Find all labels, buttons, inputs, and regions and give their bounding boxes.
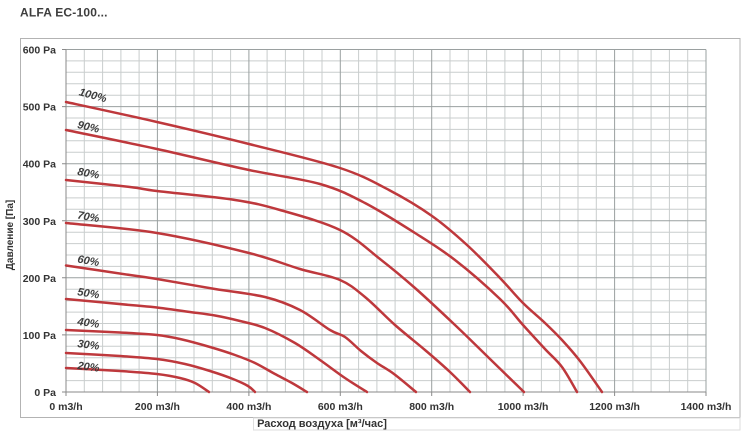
svg-text:200 Pa: 200 Pa — [23, 273, 56, 285]
svg-text:50%: 50% — [77, 286, 101, 301]
svg-text:800 m3/h: 800 m3/h — [409, 401, 454, 413]
svg-text:600 Pa: 600 Pa — [23, 45, 56, 57]
svg-text:ALFA EC-100...: ALFA EC-100... — [20, 6, 108, 20]
svg-text:100 Pa: 100 Pa — [23, 330, 56, 342]
svg-text:20%: 20% — [76, 360, 101, 375]
svg-text:80%: 80% — [76, 166, 100, 182]
svg-text:90%: 90% — [76, 119, 100, 136]
svg-text:400 Pa: 400 Pa — [23, 159, 56, 171]
svg-text:600 m3/h: 600 m3/h — [318, 401, 363, 413]
svg-text:0 Pa: 0 Pa — [34, 387, 56, 399]
svg-text:60%: 60% — [76, 254, 100, 270]
svg-text:1000 m3/h: 1000 m3/h — [498, 401, 549, 413]
svg-text:200 m3/h: 200 m3/h — [135, 401, 180, 413]
svg-text:500 Pa: 500 Pa — [23, 102, 56, 114]
svg-text:Расход воздуха [м³/час]: Расход воздуха [м³/час] — [257, 418, 387, 430]
svg-text:400 m3/h: 400 m3/h — [226, 401, 271, 413]
svg-text:300 Pa: 300 Pa — [23, 216, 56, 228]
svg-text:Давление [Па]: Давление [Па] — [5, 200, 16, 270]
svg-text:1400 m3/h: 1400 m3/h — [681, 401, 732, 413]
svg-text:0 m3/h: 0 m3/h — [49, 401, 82, 413]
svg-text:1200 m3/h: 1200 m3/h — [589, 401, 640, 413]
svg-text:70%: 70% — [76, 210, 100, 226]
svg-text:30%: 30% — [77, 338, 101, 353]
svg-text:40%: 40% — [76, 316, 101, 331]
